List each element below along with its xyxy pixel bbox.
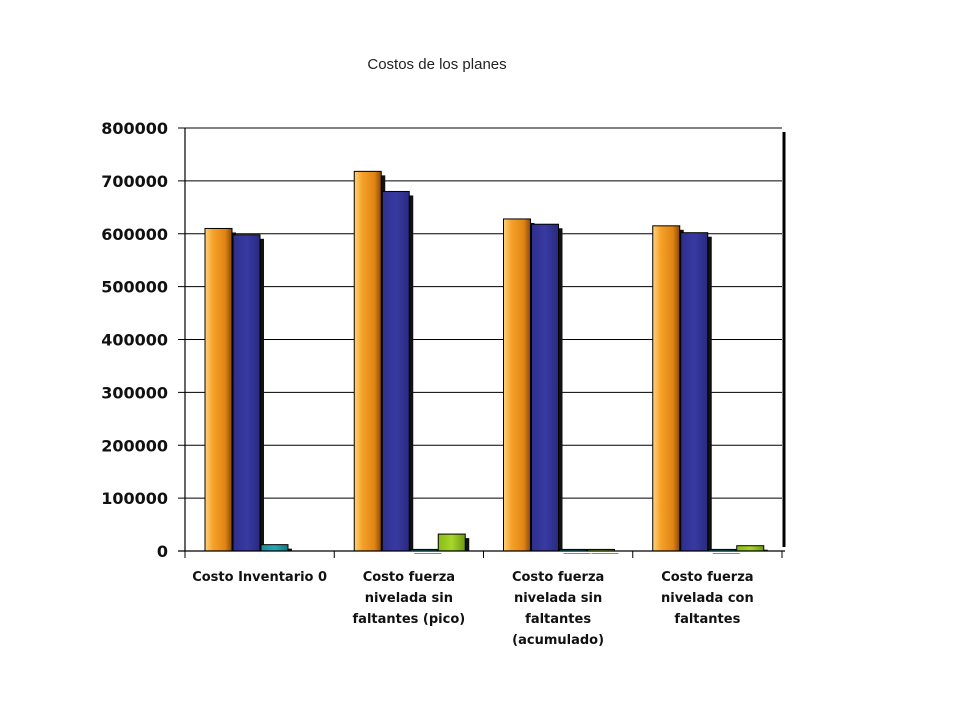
x-category-label: Costo fuerza [363,570,455,585]
x-category-label: faltantes [674,612,740,627]
bars [204,170,768,554]
bar [503,218,531,552]
bar [652,225,681,552]
bar [531,223,559,552]
bar [680,232,709,552]
y-tick-label: 400000 [101,331,168,350]
x-category-label: nivelada con [661,591,754,606]
y-tick-label: 600000 [101,225,168,244]
x-category-labels: Costo Inventario 0 Costo fuerza nivelada s… [192,570,754,648]
bar-shadow [591,553,619,554]
bar [736,545,765,552]
x-category-label: faltantes [525,612,591,627]
y-tick-labels: 0 100000 200000 300000 400000 500000 600000 700… [101,119,168,561]
x-category-label: Costo Inventario 0 [192,570,327,585]
bar [260,544,289,552]
x-category-label: nivelada sin [514,591,602,606]
bar [232,234,261,552]
x-category-label: Costo fuerza [512,570,604,585]
bar [353,170,382,552]
y-tick-label: 200000 [101,436,168,455]
bar-shadow [563,553,591,554]
chart-title: Costos de los planes [367,56,507,73]
bar-shadow [414,553,442,554]
y-tick-label: 800000 [101,119,168,138]
y-tick-label: 0 [157,542,168,561]
x-category-label: (acumulado) [512,633,604,648]
bar [381,190,410,552]
y-tick-label: 300000 [101,383,168,402]
x-category-label: nivelada sin [365,591,453,606]
bar-shadow [712,553,740,554]
y-tick-label: 500000 [101,278,168,297]
x-category-label: faltantes (pico) [353,612,466,627]
axes [178,127,786,558]
y-tick-label: 700000 [101,172,168,191]
bar [437,533,466,552]
x-category-label: Costo fuerza [661,570,753,585]
bar [204,227,233,552]
y-tick-label: 100000 [101,489,168,508]
